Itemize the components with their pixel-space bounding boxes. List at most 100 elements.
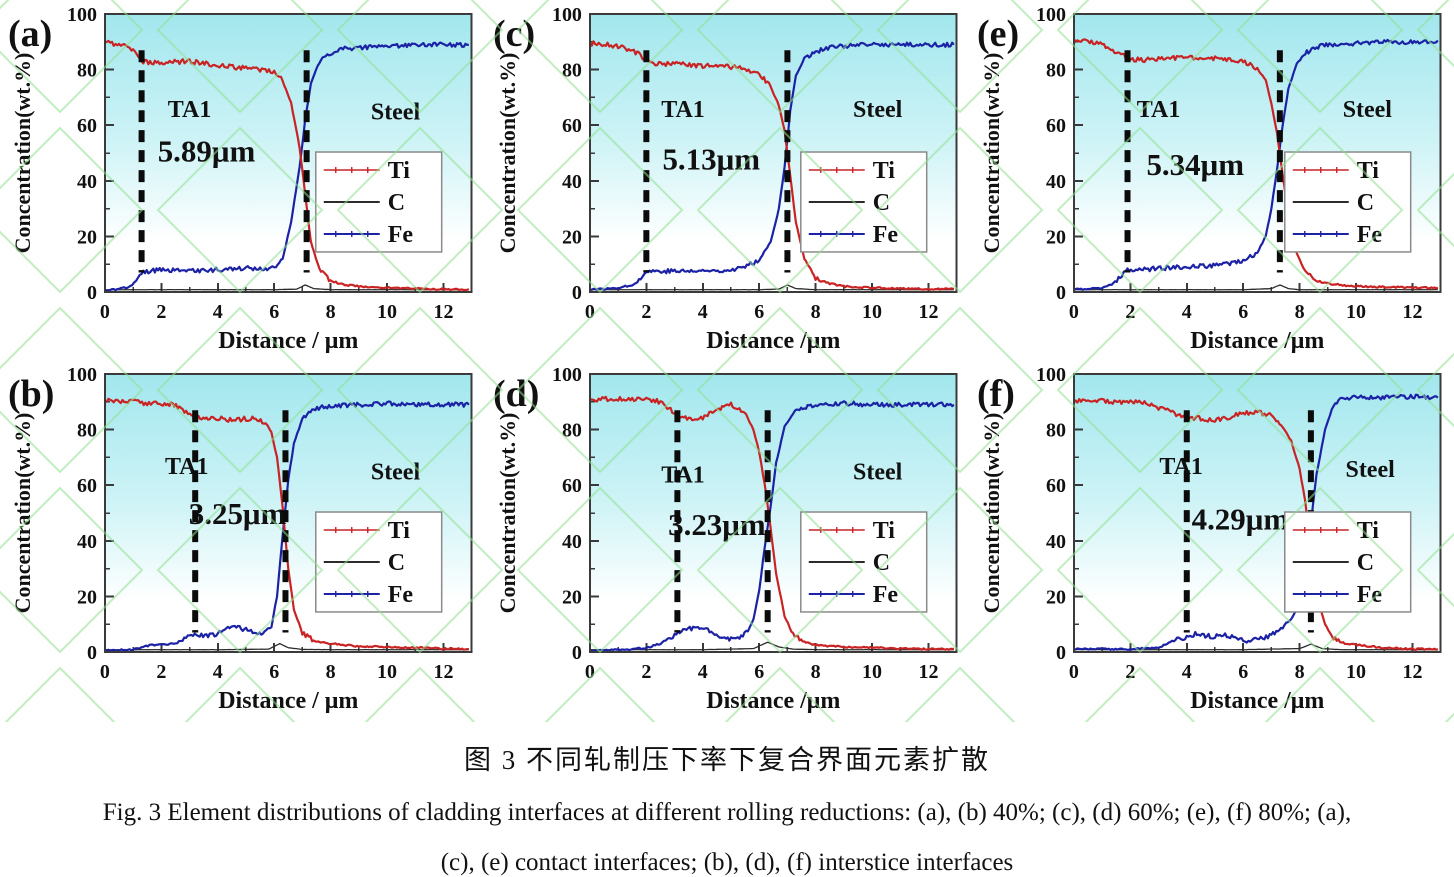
caption-english-line2: (c), (e) contact interfaces; (b), (d), (… <box>440 849 1014 876</box>
region-label-steel: Steel <box>1346 457 1396 483</box>
legend-label-fe: Fe <box>1357 582 1383 608</box>
x-axis-title: Distance /μm <box>1191 328 1325 354</box>
y-tick-label: 20 <box>77 226 97 248</box>
caption-block: 图 3 不同轧制压下率下复合界面元素扩散 Fig. 3 Element dist… <box>0 722 1454 877</box>
x-tick-label: 12 <box>433 661 453 683</box>
measurement-label: 3.23μm <box>668 507 766 542</box>
region-label-steel: Steel <box>1343 97 1393 123</box>
legend-label-ti: Ti <box>388 158 411 184</box>
region-label-ta1: TA1 <box>168 97 212 123</box>
y-tick-label: 20 <box>77 586 97 608</box>
measurement-label: 5.89μm <box>158 133 256 168</box>
y-tick-label: 0 <box>572 282 582 304</box>
y-tick-label: 100 <box>552 4 582 26</box>
y-axis-title: Concentration(wt.%) <box>10 413 35 614</box>
x-tick-label: 8 <box>326 301 336 323</box>
x-tick-label: 10 <box>1346 301 1366 323</box>
y-tick-label: 20 <box>1046 586 1066 608</box>
x-tick-label: 2 <box>1126 661 1136 683</box>
y-tick-label: 100 <box>1036 364 1066 386</box>
region-label-ta1: TA1 <box>1137 97 1181 123</box>
legend-label-fe: Fe <box>872 222 898 248</box>
x-tick-label: 4 <box>213 301 223 323</box>
x-tick-label: 12 <box>1403 301 1423 323</box>
legend-label-c: C <box>388 550 405 576</box>
x-tick-label: 12 <box>918 301 938 323</box>
caption-english-line1: Fig. 3 Element distributions of cladding… <box>102 799 1352 826</box>
legend-label-ti: Ti <box>872 518 895 544</box>
legend-label-c: C <box>1357 550 1374 576</box>
y-tick-label: 60 <box>562 115 582 137</box>
y-tick-label: 60 <box>77 115 97 137</box>
y-tick-label: 80 <box>1046 60 1066 82</box>
x-axis-title: Distance / μm <box>218 688 358 714</box>
y-axis-title: Concentration(wt.%) <box>495 413 520 614</box>
caption-chinese: 图 3 不同轧制压下率下复合界面元素扩散 <box>464 745 990 775</box>
chart-panel-a: 0 2 4 6 8 10 12 0 20 40 60 80 100 TA1 Steel 5.89μm Ti C Fe… <box>8 4 473 354</box>
x-tick-label: 0 <box>585 661 595 683</box>
x-tick-label: 0 <box>585 301 595 323</box>
region-label-steel: Steel <box>853 460 903 486</box>
y-tick-label: 80 <box>77 60 97 82</box>
y-tick-label: 40 <box>77 531 97 553</box>
legend-label-ti: Ti <box>872 158 895 184</box>
x-tick-label: 8 <box>1295 301 1305 323</box>
y-tick-label: 0 <box>1056 282 1066 304</box>
x-tick-label: 6 <box>754 661 764 683</box>
legend: Ti C Fe <box>799 511 928 613</box>
x-tick-label: 4 <box>213 661 223 683</box>
panel-letter: (d) <box>493 373 539 415</box>
y-axis-title: Concentration(wt.%) <box>979 53 1004 254</box>
y-tick-label: 20 <box>562 226 582 248</box>
region-label-steel: Steel <box>371 100 421 126</box>
chart-panel-f: 0 2 4 6 8 10 12 0 20 40 60 80 100 TA1 Steel 4.29μm Ti C Fe… <box>977 364 1442 714</box>
y-tick-label: 0 <box>572 642 582 664</box>
y-axis-title: Concentration(wt.%) <box>495 53 520 254</box>
y-tick-label: 0 <box>1056 642 1066 664</box>
x-tick-label: 0 <box>1069 661 1079 683</box>
charts-grid: 0 2 4 6 8 10 12 0 20 40 60 80 100 TA1 Steel 5.89μm Ti C Fe… <box>8 4 1442 714</box>
x-tick-label: 2 <box>156 301 166 323</box>
y-tick-label: 100 <box>1036 4 1066 26</box>
y-tick-label: 80 <box>1046 420 1066 442</box>
y-tick-label: 100 <box>67 4 97 26</box>
x-axis-title: Distance / μm <box>218 328 358 354</box>
legend-label-fe: Fe <box>388 582 414 608</box>
x-tick-label: 2 <box>156 661 166 683</box>
x-tick-label: 4 <box>697 661 707 683</box>
x-tick-label: 6 <box>269 661 279 683</box>
x-tick-label: 8 <box>1295 661 1305 683</box>
chart-panel-d: 0 2 4 6 8 10 12 0 20 40 60 80 100 TA1 Steel 3.23μm Ti C Fe… <box>493 364 958 714</box>
x-tick-label: 2 <box>641 661 651 683</box>
measurement-label: 5.13μm <box>662 142 760 177</box>
measurement-label: 3.25μm <box>189 496 287 531</box>
y-tick-label: 80 <box>562 60 582 82</box>
y-tick-label: 40 <box>1046 531 1066 553</box>
chart-panel-e: 0 2 4 6 8 10 12 0 20 40 60 80 100 TA1 Steel 5.34μm Ti C Fe… <box>977 4 1442 354</box>
legend-label-ti: Ti <box>388 518 411 544</box>
y-tick-label: 100 <box>67 364 97 386</box>
y-tick-label: 60 <box>77 475 97 497</box>
x-tick-label: 10 <box>377 301 397 323</box>
x-tick-label: 8 <box>326 661 336 683</box>
legend-label-ti: Ti <box>1357 158 1380 184</box>
chart-panel-c: 0 2 4 6 8 10 12 0 20 40 60 80 100 TA1 Steel 5.13μm Ti C Fe… <box>493 4 958 354</box>
x-tick-label: 8 <box>810 301 820 323</box>
x-tick-label: 6 <box>1239 301 1249 323</box>
region-label-ta1: TA1 <box>661 462 705 488</box>
legend: Ti C Fe <box>1284 151 1412 253</box>
y-tick-label: 100 <box>552 364 582 386</box>
y-tick-label: 60 <box>1046 475 1066 497</box>
x-tick-label: 10 <box>1346 661 1366 683</box>
x-tick-label: 0 <box>100 301 110 323</box>
y-axis-title: Concentration(wt.%) <box>979 413 1004 614</box>
panel-letter: (b) <box>8 373 54 415</box>
x-tick-label: 2 <box>1126 301 1136 323</box>
y-tick-label: 40 <box>1046 171 1066 193</box>
panel-letter: (f) <box>977 373 1015 415</box>
x-axis-title: Distance /μm <box>1191 688 1325 714</box>
y-tick-label: 40 <box>77 171 97 193</box>
panel-letter: (c) <box>493 13 535 55</box>
region-label-ta1: TA1 <box>1160 454 1204 480</box>
